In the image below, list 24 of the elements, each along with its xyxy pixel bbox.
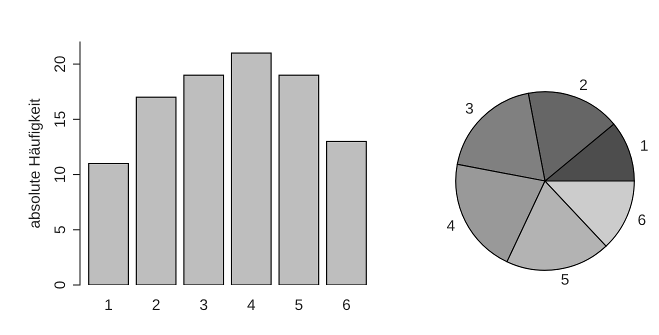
y-tick-label: 5	[54, 226, 66, 234]
slice-label: 1	[641, 140, 648, 151]
y-tick-label: 10	[54, 166, 66, 182]
x-tick-label: 1	[105, 299, 112, 310]
bar	[326, 140, 367, 285]
bar	[183, 74, 224, 285]
y-tick-label: 20	[54, 56, 66, 72]
bar	[278, 74, 320, 285]
x-tick-label: 5	[295, 299, 302, 310]
slice-label: 4	[446, 220, 455, 231]
y-tick-label: 15	[54, 111, 66, 127]
bar	[136, 96, 177, 285]
x-tick-label: 2	[152, 299, 160, 310]
bar	[88, 162, 129, 285]
x-tick-label: 4	[247, 299, 256, 310]
y-axis-title: absolute Häufigkeit	[28, 98, 43, 228]
x-tick-label: 6	[342, 299, 350, 310]
x-tick-label: 3	[200, 299, 208, 310]
slice-label: 6	[638, 214, 646, 226]
slice-label: 3	[466, 102, 473, 114]
slice-label: 2	[580, 79, 587, 90]
slice-label: 5	[561, 274, 569, 285]
bar	[230, 52, 272, 285]
y-tick-label: 0	[54, 281, 66, 289]
